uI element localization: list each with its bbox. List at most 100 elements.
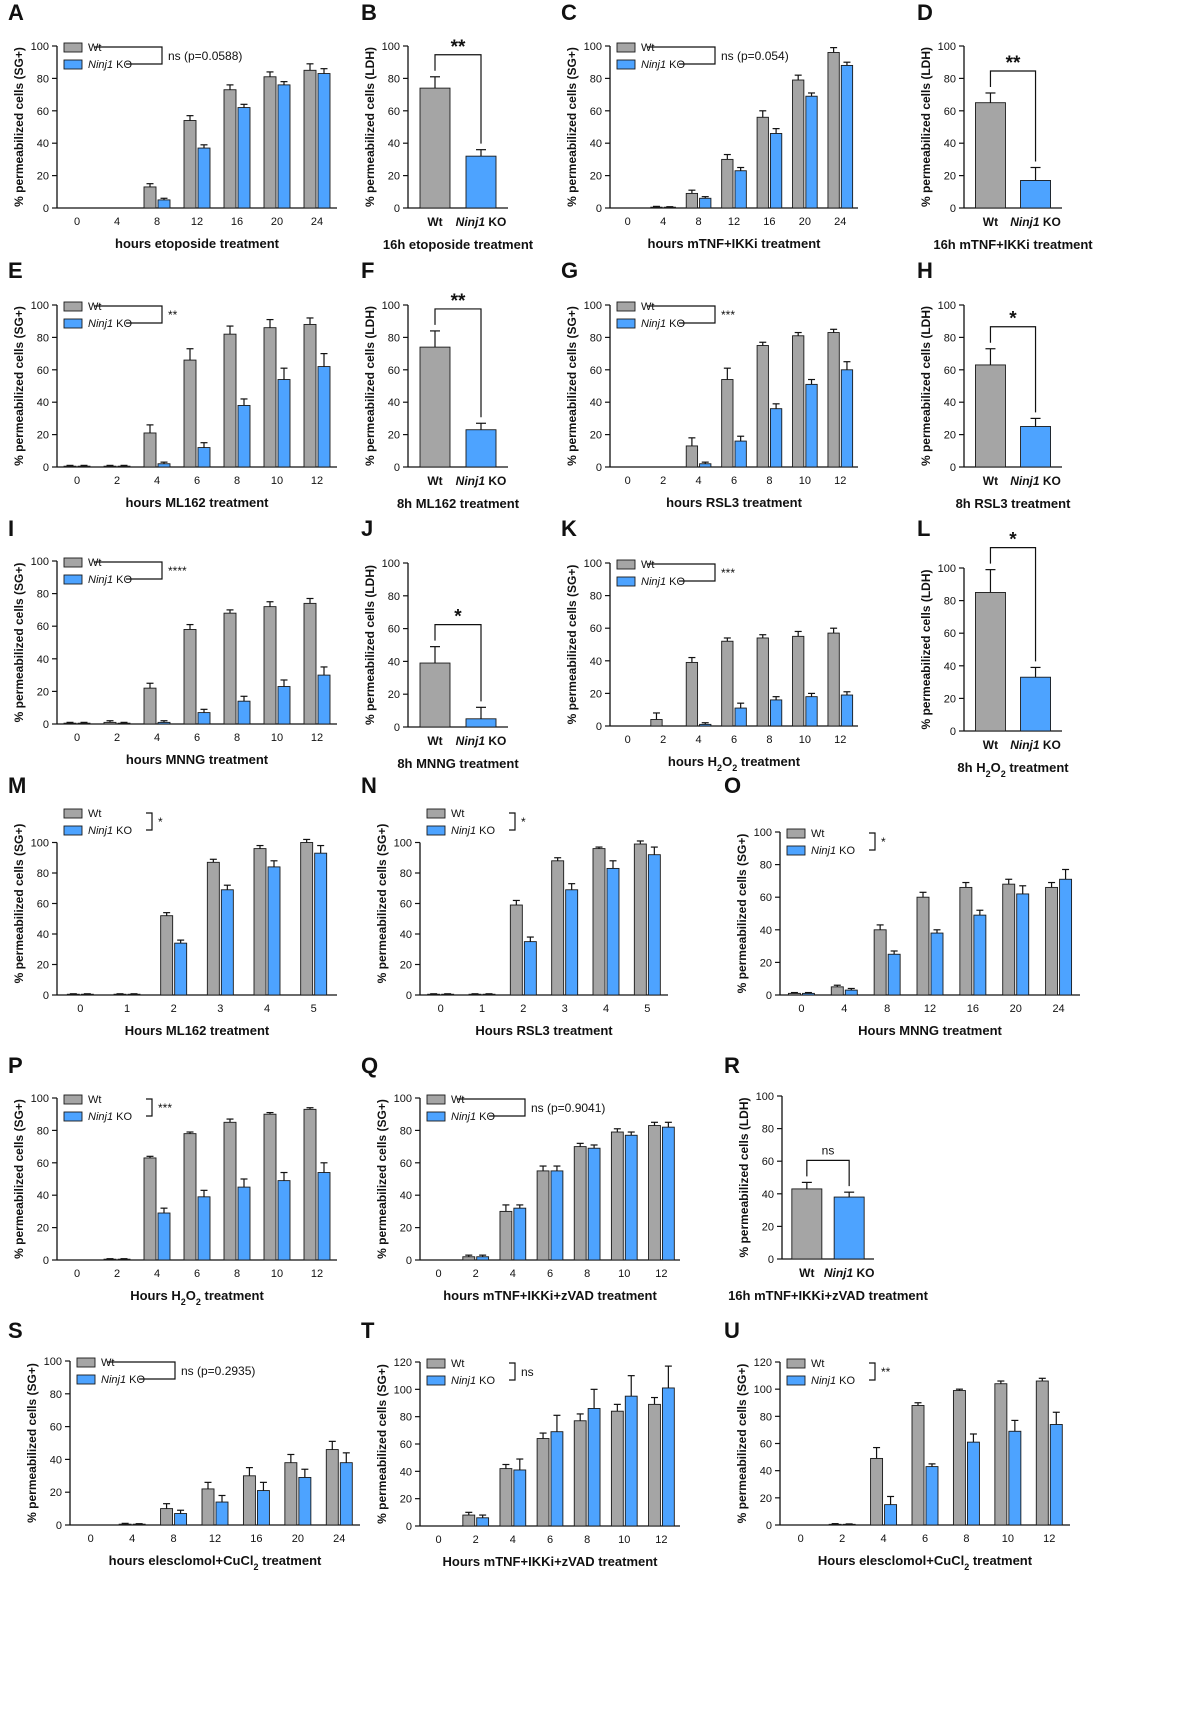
y-tick-label: 80 bbox=[944, 596, 956, 608]
x-axis-title: 8h ML162 treatment bbox=[397, 496, 520, 511]
y-tick-label: 60 bbox=[37, 365, 49, 377]
y-tick-label: 80 bbox=[944, 73, 956, 85]
x-tick-label: 8 bbox=[154, 216, 160, 228]
x-axis-title: hours RSL3 treatment bbox=[666, 495, 802, 510]
x-tick-label: 6 bbox=[194, 732, 200, 744]
y-tick-label: 60 bbox=[50, 1422, 62, 1434]
bar-ko-8 bbox=[587, 1147, 601, 1261]
x-tick-label: 10 bbox=[271, 732, 283, 744]
x-axis-title: hours MNNG treatment bbox=[126, 752, 269, 767]
bar-ko-4 bbox=[132, 1523, 146, 1526]
x-tick-label: 0 bbox=[74, 475, 80, 487]
bar-wt-12 bbox=[1035, 1380, 1049, 1526]
significance-label: ns (p=0.0588) bbox=[168, 49, 242, 63]
panel-R: R 0 20 40 60 80 100 % permeabilized cells (LDH)… bbox=[724, 1053, 929, 1303]
bar-ko-12 bbox=[840, 694, 854, 727]
y-tick-label: 80 bbox=[388, 332, 400, 344]
significance-label: * bbox=[881, 835, 886, 849]
bar-ko-8 bbox=[966, 1441, 980, 1526]
bar-ko-10 bbox=[624, 1134, 638, 1261]
x-tick-label: 4 bbox=[510, 1534, 516, 1546]
panel-letter: F bbox=[361, 258, 374, 283]
legend-label-ko: Ninj1 KO bbox=[451, 1111, 495, 1123]
bar-ko-6 bbox=[197, 712, 211, 725]
x-tick-label: 3 bbox=[217, 1003, 223, 1015]
bar-wt-10 bbox=[792, 335, 805, 468]
y-tick-label: 0 bbox=[394, 462, 400, 474]
x-tick-label: 10 bbox=[271, 475, 283, 487]
legend-swatch-wt bbox=[63, 301, 83, 312]
x-axis-title: Hours ML162 treatment bbox=[125, 1023, 270, 1038]
x-tick-label: 20 bbox=[271, 216, 283, 228]
y-tick-label: 20 bbox=[37, 1223, 49, 1235]
legend-label-wt: Wt bbox=[88, 808, 101, 820]
bar-wt-6 bbox=[183, 1133, 197, 1261]
bar-wt bbox=[975, 364, 1006, 468]
x-tick-label: 0 bbox=[798, 1003, 804, 1015]
x-tick-label: 12 bbox=[655, 1268, 667, 1280]
x-tick-label: 10 bbox=[271, 1268, 283, 1280]
y-tick-label: 40 bbox=[590, 656, 602, 668]
y-axis-title: % permeabilized cells (SG+) bbox=[735, 1364, 749, 1524]
x-tick-label: 0 bbox=[625, 734, 631, 746]
bar-ko-2 bbox=[117, 465, 131, 468]
x-tick-label: 0 bbox=[88, 1533, 94, 1545]
x-tick-label: 4 bbox=[660, 216, 666, 228]
bar-ko-8 bbox=[174, 1513, 188, 1526]
legend-swatch-ko bbox=[616, 318, 636, 329]
panel-letter: O bbox=[724, 773, 741, 798]
bar-wt-24 bbox=[827, 52, 840, 209]
legend-label-ko: Ninj1 KO bbox=[811, 1375, 855, 1387]
y-axis-title: % permeabilized cells (SG+) bbox=[12, 47, 26, 207]
bar-wt-8 bbox=[756, 345, 769, 468]
x-tick-label-wt: Wt bbox=[427, 734, 442, 748]
legend-label-wt: Wt bbox=[451, 1358, 464, 1370]
y-tick-label: 0 bbox=[43, 462, 49, 474]
y-tick-label: 20 bbox=[760, 957, 772, 969]
y-tick-label: 40 bbox=[590, 138, 602, 150]
y-tick-label: 80 bbox=[590, 591, 602, 603]
bar-ko-3 bbox=[565, 889, 579, 996]
bar-wt-4 bbox=[592, 848, 606, 996]
y-tick-label: 80 bbox=[37, 868, 49, 880]
bar-ko bbox=[465, 155, 497, 209]
significance-bracket bbox=[647, 305, 716, 324]
y-tick-label: 20 bbox=[944, 693, 956, 705]
bar-wt-4 bbox=[118, 1523, 132, 1526]
x-tick-label: 24 bbox=[834, 216, 846, 228]
x-axis-title: hours mTNF+IKKi+zVAD treatment bbox=[443, 1288, 657, 1303]
bar-ko-20 bbox=[1016, 893, 1030, 996]
panel-letter: H bbox=[917, 258, 933, 283]
bar-ko-8 bbox=[887, 953, 901, 996]
bar-wt-12 bbox=[721, 158, 734, 209]
legend-swatch-wt bbox=[76, 1357, 96, 1368]
bar-ko-8 bbox=[587, 1408, 601, 1527]
y-tick-label: 20 bbox=[37, 960, 49, 972]
x-tick-label: 8 bbox=[584, 1534, 590, 1546]
x-tick-label: 6 bbox=[547, 1534, 553, 1546]
x-tick-label: 4 bbox=[510, 1268, 516, 1280]
bar-wt-5 bbox=[633, 843, 647, 996]
x-axis-title: 16h mTNF+IKKi treatment bbox=[933, 237, 1093, 252]
bar-ko-6 bbox=[197, 1196, 211, 1261]
significance-label: ns bbox=[822, 1143, 835, 1157]
bar-wt-6 bbox=[183, 629, 197, 725]
significance-bracket bbox=[146, 812, 153, 831]
x-tick-label: 0 bbox=[798, 1533, 804, 1545]
x-tick-label: 8 bbox=[234, 1268, 240, 1280]
panel-letter: S bbox=[8, 1318, 23, 1343]
bar-ko-20 bbox=[298, 1476, 312, 1526]
y-axis-title: % permeabilized cells (LDH) bbox=[919, 569, 933, 729]
x-tick-label: 8 bbox=[963, 1533, 969, 1545]
legend-label-ko: Ninj1 KO bbox=[641, 576, 685, 588]
legend-swatch-wt bbox=[426, 808, 446, 819]
x-tick-label: 24 bbox=[333, 1533, 345, 1545]
panel-letter: R bbox=[724, 1053, 740, 1078]
bar-ko-12 bbox=[661, 1387, 675, 1527]
bar-ko-10 bbox=[277, 686, 291, 725]
